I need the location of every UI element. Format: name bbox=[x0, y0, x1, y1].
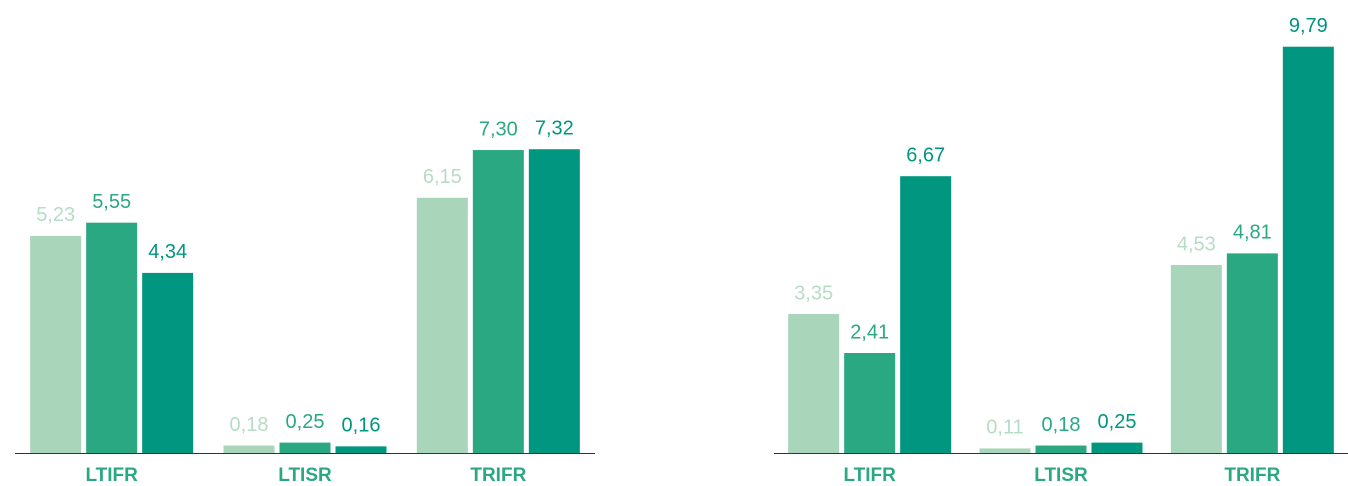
bar bbox=[1091, 442, 1143, 453]
value-label: 5,23 bbox=[36, 204, 75, 226]
value-label: 6,67 bbox=[906, 144, 945, 166]
bar bbox=[1226, 253, 1278, 453]
value-label: 0,16 bbox=[342, 415, 381, 437]
bar bbox=[472, 150, 524, 454]
value-label: 0,25 bbox=[1098, 411, 1137, 433]
value-label: 0,18 bbox=[230, 414, 269, 436]
value-label: 0,11 bbox=[986, 417, 1023, 439]
value-label: 0,25 bbox=[286, 411, 325, 433]
x-tick-label: TRIFR bbox=[1224, 465, 1280, 486]
value-label: 5,55 bbox=[92, 191, 131, 213]
bar bbox=[1035, 445, 1087, 453]
bar bbox=[844, 352, 896, 453]
value-label: 2,41 bbox=[850, 321, 889, 343]
bar bbox=[788, 313, 840, 453]
value-label: 9,79 bbox=[1289, 15, 1328, 37]
value-label: 4,53 bbox=[1177, 233, 1216, 255]
value-label: 4,81 bbox=[1233, 222, 1272, 244]
bar bbox=[1282, 46, 1334, 454]
bar bbox=[142, 272, 194, 453]
value-label: 4,34 bbox=[148, 241, 187, 263]
value-label: 6,15 bbox=[423, 166, 462, 188]
value-label: 7,30 bbox=[479, 118, 518, 140]
bar bbox=[900, 176, 952, 453]
value-label: 0,18 bbox=[1042, 414, 1081, 436]
bar bbox=[335, 446, 387, 453]
bar bbox=[86, 222, 138, 453]
bar bbox=[30, 235, 82, 453]
bar bbox=[416, 197, 468, 453]
x-tick-label: LTISR bbox=[278, 465, 332, 486]
bar bbox=[979, 448, 1031, 453]
value-label: 3,35 bbox=[794, 282, 833, 304]
x-tick-label: LTIFR bbox=[843, 465, 896, 486]
x-tick-label: LTISR bbox=[1034, 465, 1088, 486]
value-label: 7,32 bbox=[535, 118, 574, 140]
bar bbox=[279, 442, 331, 453]
x-tick-label: LTIFR bbox=[85, 465, 138, 486]
x-tick-label: TRIFR bbox=[470, 465, 526, 486]
bar bbox=[1170, 265, 1222, 453]
bar bbox=[528, 149, 580, 453]
bar bbox=[223, 445, 275, 453]
